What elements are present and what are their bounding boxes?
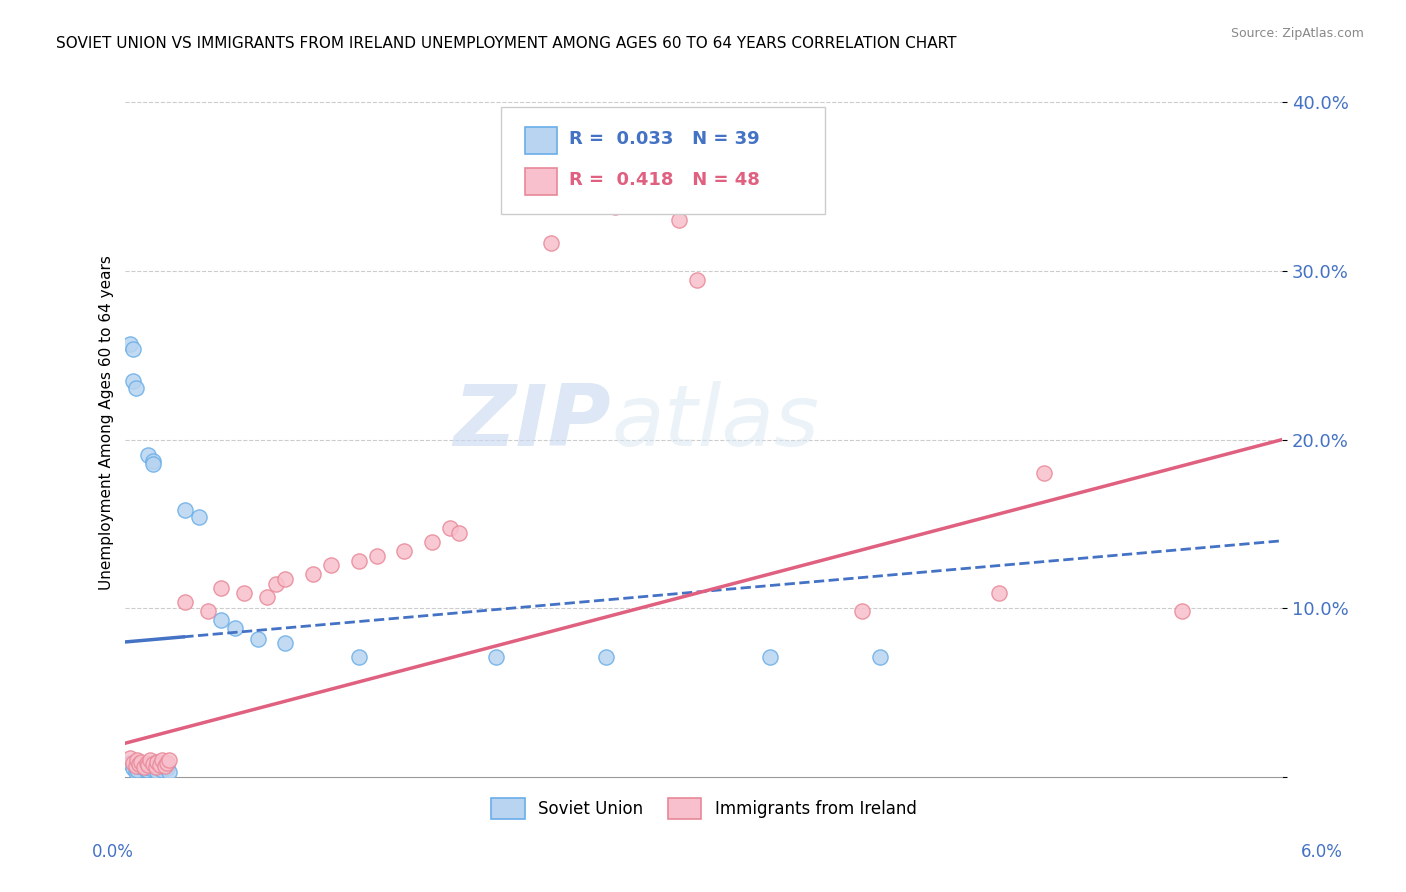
Point xyxy=(136,759,159,773)
Point xyxy=(540,236,562,251)
Point xyxy=(851,604,873,618)
Point xyxy=(302,567,325,582)
Point xyxy=(149,758,172,772)
Point xyxy=(121,374,143,388)
Point xyxy=(274,572,297,586)
Point xyxy=(157,765,180,780)
Point xyxy=(156,756,179,770)
Point xyxy=(233,586,256,600)
Text: R =  0.418   N = 48: R = 0.418 N = 48 xyxy=(568,171,759,189)
Point xyxy=(1033,467,1056,481)
Point xyxy=(321,558,343,573)
Point xyxy=(142,457,165,471)
Point xyxy=(869,650,891,665)
Point xyxy=(127,763,149,777)
Point xyxy=(136,758,159,772)
Point xyxy=(256,591,278,605)
Point xyxy=(136,448,159,462)
Point xyxy=(668,213,690,227)
Point xyxy=(135,764,157,778)
Point xyxy=(449,526,471,541)
Point xyxy=(713,149,735,163)
Point xyxy=(187,510,209,524)
Point xyxy=(128,756,150,771)
Point xyxy=(142,454,165,468)
Point xyxy=(266,576,288,591)
Point xyxy=(174,595,197,609)
Point xyxy=(125,381,148,395)
Text: ZIP: ZIP xyxy=(454,381,612,464)
Point xyxy=(603,200,626,214)
Point xyxy=(987,586,1010,600)
Point xyxy=(142,756,165,771)
Point xyxy=(347,554,370,568)
Point xyxy=(139,753,162,767)
Point xyxy=(127,753,149,767)
Point xyxy=(146,755,169,769)
Point xyxy=(420,535,443,549)
Point xyxy=(149,759,172,773)
Point xyxy=(686,273,709,287)
Text: 0.0%: 0.0% xyxy=(91,843,134,861)
Point xyxy=(347,650,370,665)
Point xyxy=(132,760,155,774)
Point xyxy=(129,755,152,769)
Point xyxy=(157,753,180,767)
Point xyxy=(174,503,197,517)
Point xyxy=(118,751,141,765)
Point xyxy=(128,759,150,773)
Point xyxy=(156,761,179,775)
Point xyxy=(145,761,167,775)
Point xyxy=(153,759,176,773)
Point xyxy=(146,765,169,780)
Legend: Soviet Union, Immigrants from Ireland: Soviet Union, Immigrants from Ireland xyxy=(485,791,924,825)
Point xyxy=(224,621,246,635)
Point xyxy=(485,650,508,665)
Point xyxy=(132,761,155,775)
Point xyxy=(759,650,782,665)
Point xyxy=(118,337,141,351)
Point xyxy=(211,582,233,596)
Point xyxy=(1170,604,1192,618)
FancyBboxPatch shape xyxy=(524,127,557,153)
Text: R =  0.033   N = 39: R = 0.033 N = 39 xyxy=(568,130,759,148)
Point xyxy=(150,763,173,777)
Point xyxy=(121,342,143,356)
Point xyxy=(153,756,176,771)
Point xyxy=(150,753,173,767)
Point xyxy=(121,756,143,770)
Point xyxy=(145,760,167,774)
Point xyxy=(142,756,165,770)
Text: atlas: atlas xyxy=(612,381,820,464)
FancyBboxPatch shape xyxy=(524,168,557,194)
Text: Source: ZipAtlas.com: Source: ZipAtlas.com xyxy=(1230,27,1364,40)
Text: SOVIET UNION VS IMMIGRANTS FROM IRELAND UNEMPLOYMENT AMONG AGES 60 TO 64 YEARS C: SOVIET UNION VS IMMIGRANTS FROM IRELAND … xyxy=(56,36,956,51)
Point xyxy=(129,756,152,771)
Point xyxy=(124,765,146,780)
Point xyxy=(439,521,461,535)
FancyBboxPatch shape xyxy=(502,107,825,214)
Point xyxy=(595,650,617,665)
Point xyxy=(197,604,219,618)
Point xyxy=(118,756,141,770)
Point xyxy=(124,759,146,773)
Point xyxy=(121,761,143,775)
Point xyxy=(366,549,388,563)
Point xyxy=(274,636,297,650)
Point xyxy=(211,614,233,628)
Y-axis label: Unemployment Among Ages 60 to 64 years: Unemployment Among Ages 60 to 64 years xyxy=(100,255,114,591)
Point xyxy=(139,761,162,775)
Point xyxy=(135,756,157,770)
Text: 6.0%: 6.0% xyxy=(1301,843,1343,861)
Point xyxy=(394,544,416,558)
Point xyxy=(247,632,270,646)
